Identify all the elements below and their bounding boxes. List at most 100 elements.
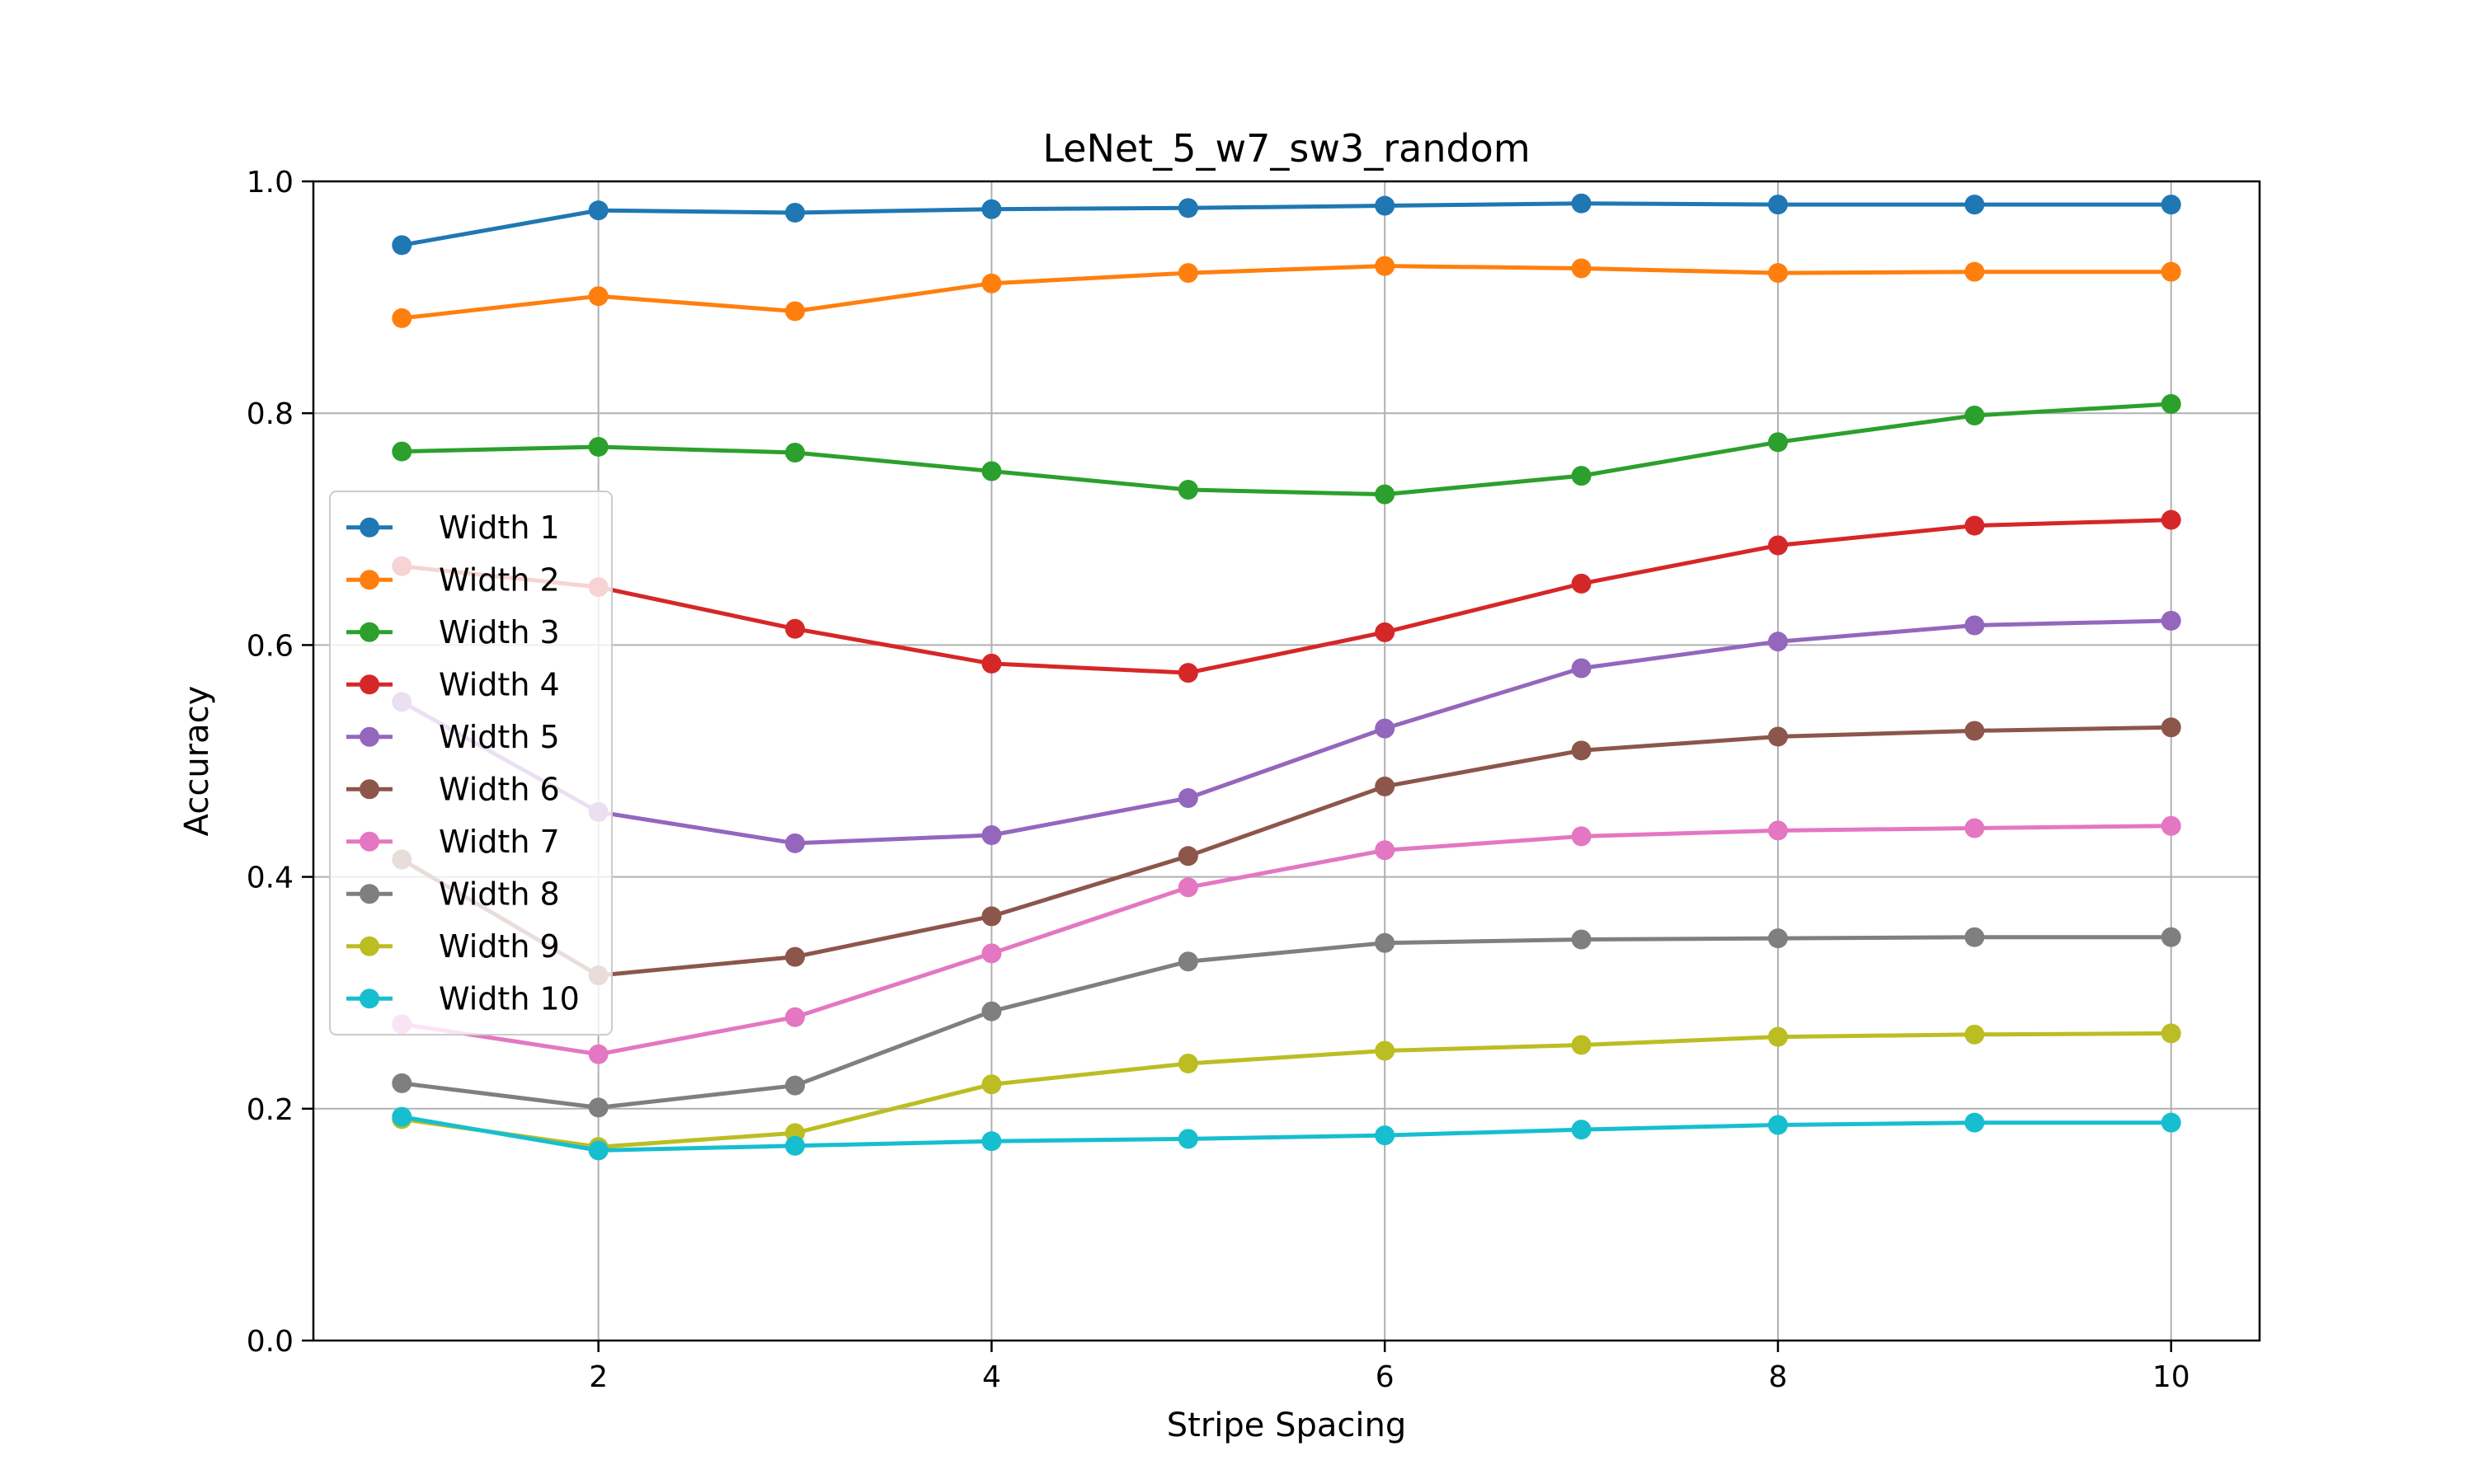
x-tick-label: 6	[1376, 1360, 1395, 1394]
data-point	[1375, 1125, 1395, 1146]
legend-label: Width 3	[439, 614, 560, 650]
series-lines	[392, 193, 2181, 1161]
data-point	[588, 200, 609, 221]
data-point	[1767, 263, 1788, 284]
data-point	[1375, 256, 1395, 276]
legend-swatch-marker	[360, 517, 379, 538]
data-point	[2161, 815, 2181, 836]
data-point	[2161, 927, 2181, 947]
data-point	[1964, 515, 1985, 536]
y-tick-label: 0.0	[247, 1325, 294, 1359]
x-tick-label: 8	[1769, 1360, 1788, 1394]
data-point	[785, 833, 806, 853]
legend-swatch-marker	[360, 779, 379, 800]
data-point	[981, 653, 1002, 674]
data-point	[1375, 932, 1395, 953]
legend-label: Width 6	[439, 771, 560, 807]
data-point	[1375, 840, 1395, 861]
data-point	[1767, 195, 1788, 215]
data-point	[1964, 927, 1985, 947]
legend-label: Width 7	[439, 824, 560, 860]
data-point	[1964, 1112, 1985, 1133]
data-point	[981, 461, 1002, 481]
data-point	[1571, 193, 1592, 214]
data-point	[2161, 610, 2181, 631]
series-line-width-7	[401, 824, 2171, 1057]
y-tick-label: 0.8	[247, 397, 294, 431]
data-point	[2161, 717, 2181, 738]
data-point	[392, 235, 412, 256]
data-point	[1964, 261, 1985, 282]
y-axis-title: Accuracy	[178, 686, 216, 837]
data-point	[1767, 535, 1788, 556]
data-point	[1178, 877, 1198, 898]
data-point	[981, 199, 1002, 219]
data-point	[1767, 820, 1788, 841]
data-point	[1178, 663, 1198, 683]
x-tick-label: 2	[589, 1360, 608, 1394]
data-point	[392, 1106, 412, 1127]
legend-swatch-marker	[360, 726, 379, 747]
data-point	[1767, 1026, 1788, 1047]
data-point	[1767, 432, 1788, 453]
data-point	[1571, 258, 1592, 279]
series-line-width-6	[401, 725, 2171, 978]
data-point	[981, 1001, 1002, 1021]
legend-label: Width 1	[439, 510, 560, 546]
data-point	[2161, 1023, 2181, 1044]
data-point	[1178, 846, 1198, 866]
y-tick-label: 0.6	[247, 629, 294, 663]
data-point	[1571, 929, 1592, 950]
legend-swatch-marker	[360, 570, 379, 590]
data-point	[981, 943, 1002, 964]
data-point	[1178, 1129, 1198, 1149]
legend-swatch-marker	[360, 674, 379, 695]
data-point	[392, 1073, 412, 1093]
data-point	[1571, 740, 1592, 761]
data-point	[588, 1140, 609, 1161]
data-point	[785, 1075, 806, 1096]
data-point	[785, 202, 806, 223]
data-point	[981, 273, 1002, 294]
data-point	[1178, 1053, 1198, 1073]
data-point	[2161, 195, 2181, 215]
data-point	[785, 1007, 806, 1027]
chart-title: LeNet_5_w7_sw3_random	[1042, 126, 1530, 171]
data-point	[1375, 718, 1395, 739]
data-point	[2161, 393, 2181, 414]
data-point	[981, 1074, 1002, 1095]
x-tick-label: 10	[2152, 1360, 2190, 1394]
data-point	[785, 618, 806, 639]
legend-swatch-marker	[360, 831, 379, 852]
data-point	[1767, 1115, 1788, 1135]
data-point	[1178, 198, 1198, 218]
data-point	[1571, 826, 1592, 847]
data-point	[785, 301, 806, 322]
legend-label: Width 2	[439, 561, 560, 598]
legend-swatch-marker	[360, 622, 379, 642]
legend-label: Width 9	[439, 928, 560, 965]
legend: Width 1 Width 2 Width 3 Width 4 Width 5 Width…	[329, 491, 613, 1036]
y-tick-label: 0.4	[247, 862, 294, 895]
data-point	[785, 946, 806, 967]
legend-swatch-marker	[360, 989, 379, 1009]
data-point	[2161, 510, 2181, 530]
data-point	[392, 441, 412, 462]
data-point	[981, 824, 1002, 845]
legend-swatch-marker	[360, 884, 379, 904]
legend-label: Width 10	[439, 980, 580, 1017]
data-point	[1571, 466, 1592, 486]
data-point	[1375, 622, 1395, 642]
legend-swatch-marker	[360, 936, 379, 956]
data-point	[1767, 928, 1788, 949]
legend-box	[329, 491, 613, 1036]
data-point	[1178, 479, 1198, 500]
data-point	[1964, 615, 1985, 636]
series-line-width-1	[401, 201, 2171, 247]
data-point	[1964, 721, 1985, 741]
data-point	[1375, 776, 1395, 796]
data-point	[785, 1135, 806, 1156]
data-point	[2161, 1112, 2181, 1133]
x-axis-title: Stripe Spacing	[1167, 1407, 1407, 1444]
